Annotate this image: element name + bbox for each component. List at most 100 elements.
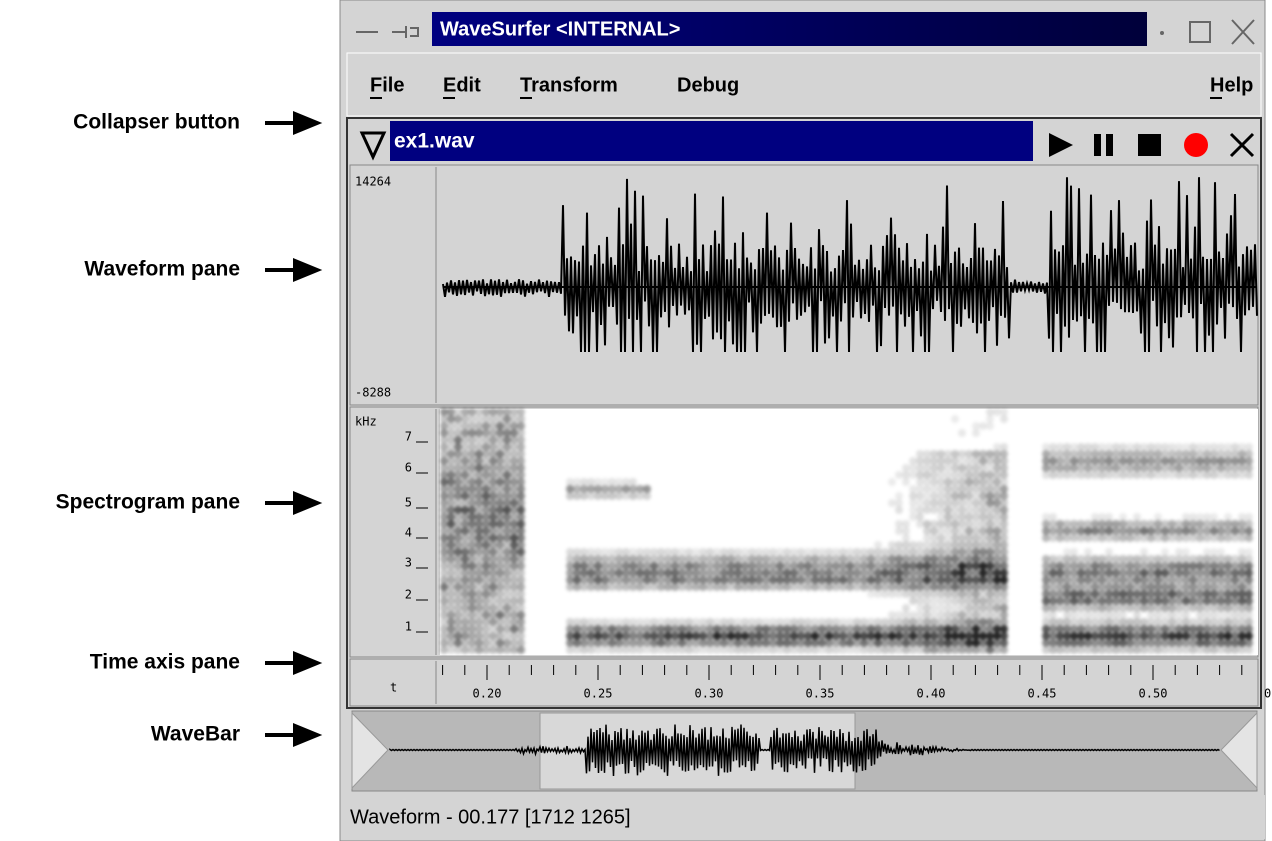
record-button[interactable]	[1184, 133, 1208, 157]
spectrogram-cell	[1189, 639, 1197, 647]
spectrogram-cell	[811, 569, 819, 577]
spectrogram-cell	[1056, 590, 1064, 598]
spectrogram-cell	[1203, 597, 1211, 605]
spectrogram-cell	[489, 541, 497, 549]
spectrogram-cell	[839, 583, 847, 591]
spectrogram-cell	[503, 499, 511, 507]
spectrogram-cell	[727, 618, 735, 626]
spectrogram-cell	[972, 429, 980, 437]
spectrogram-cell	[909, 457, 917, 465]
spectrogram-cell	[461, 520, 469, 528]
menu-item[interactable]: Transform	[520, 74, 618, 96]
spectrogram-cell	[790, 583, 798, 591]
spectrogram-cell	[1154, 646, 1162, 654]
spectrogram-cell	[1049, 562, 1057, 570]
spectrogram-cell	[1154, 555, 1162, 563]
spectrogram-cell	[636, 569, 644, 577]
spectrogram-cell	[447, 499, 455, 507]
spectrogram-cell	[1140, 450, 1148, 458]
spectrogram-cell	[958, 450, 966, 458]
spectrogram-cell	[993, 520, 1001, 528]
spectrogram-cell	[699, 583, 707, 591]
spectrogram-cell	[1098, 527, 1106, 535]
spectrogram-cell	[692, 618, 700, 626]
spectrogram-cell	[1070, 590, 1078, 598]
spectrogram-cell	[1210, 443, 1218, 451]
spectrogram-cell	[461, 541, 469, 549]
spectrogram-cell	[958, 555, 966, 563]
spectrogram-cell	[951, 590, 959, 598]
spectrogram-cell	[979, 646, 987, 654]
spectrogram-cell	[510, 471, 518, 479]
spectrogram-cell	[916, 450, 924, 458]
spectrogram-cell	[440, 527, 448, 535]
spectrogram-cell	[937, 583, 945, 591]
spectrogram-cell	[517, 499, 525, 507]
spectrogram-cell	[447, 478, 455, 486]
spectrogram-cell	[1133, 639, 1141, 647]
spectrogram-cell	[489, 506, 497, 514]
spectrogram-cell	[629, 618, 637, 626]
minimize-button[interactable]	[1160, 31, 1164, 35]
spectrogram-cell	[461, 562, 469, 570]
stop-button[interactable]	[1138, 134, 1161, 156]
spectrogram-cell	[797, 562, 805, 570]
spectrogram-cell	[1091, 450, 1099, 458]
spectrogram-cell	[1175, 618, 1183, 626]
spectrogram-cell	[769, 625, 777, 633]
spectrogram-cell	[468, 569, 476, 577]
spectrogram-cell	[1119, 632, 1127, 640]
spectrogram-cell	[461, 478, 469, 486]
spectrogram-cell	[461, 436, 469, 444]
spectrogram-cell	[657, 646, 665, 654]
spectrogram-cell	[482, 527, 490, 535]
spectrogram-cell	[636, 618, 644, 626]
spectrogram-cell	[804, 639, 812, 647]
spectrogram-cell	[1112, 520, 1120, 528]
menu-item[interactable]: Edit	[443, 74, 481, 96]
menu-item[interactable]: Help	[1210, 74, 1253, 96]
spectrogram-cell	[979, 457, 987, 465]
spectrogram-cell	[979, 464, 987, 472]
spectrogram-cell	[993, 527, 1001, 535]
spectrogram-cell	[888, 576, 896, 584]
spectrogram-cell	[489, 450, 497, 458]
spectrogram-cell	[1203, 534, 1211, 542]
menu-item[interactable]: Debug	[677, 74, 739, 96]
spectrogram-cell	[944, 569, 952, 577]
spectrogram-cell	[1119, 625, 1127, 633]
spectrogram-cell	[517, 485, 525, 493]
spectrogram-cell	[517, 618, 525, 626]
spectrogram-cell	[510, 450, 518, 458]
spectrogram-cell	[1126, 457, 1134, 465]
spectrogram-cell	[1182, 457, 1190, 465]
spectrogram-cell	[468, 639, 476, 647]
spectrogram-cell	[818, 646, 826, 654]
spectrogram-cell	[1224, 450, 1232, 458]
spectrogram-cell	[867, 555, 875, 563]
spectrogram-cell	[475, 450, 483, 458]
spectrogram-cell	[1077, 457, 1085, 465]
spectrogram-cell	[461, 527, 469, 535]
spectrogram-cell	[1203, 555, 1211, 563]
spectrogram-cell	[1168, 520, 1176, 528]
spectrogram-cell	[1224, 590, 1232, 598]
spectrogram-cell	[1126, 618, 1134, 626]
spectrogram-cell	[1126, 597, 1134, 605]
menu-item[interactable]: File	[370, 74, 404, 96]
spectrogram-cell	[475, 464, 483, 472]
spectrogram-cell	[1168, 611, 1176, 619]
spectrogram-cell	[489, 548, 497, 556]
frequency-label: 4	[405, 526, 412, 540]
spectrogram-cell	[510, 555, 518, 563]
spectrogram-cell	[797, 576, 805, 584]
spectrogram-cell	[1063, 583, 1071, 591]
spectrogram-cell	[916, 639, 924, 647]
spectrogram-cell	[1140, 520, 1148, 528]
spectrogram-cell	[783, 632, 791, 640]
spectrogram-cell	[1098, 520, 1106, 528]
spectrogram-cell	[489, 527, 497, 535]
spectrogram-cell	[440, 541, 448, 549]
spectrogram-cell	[1224, 513, 1232, 521]
spectrogram-cell	[1231, 576, 1239, 584]
